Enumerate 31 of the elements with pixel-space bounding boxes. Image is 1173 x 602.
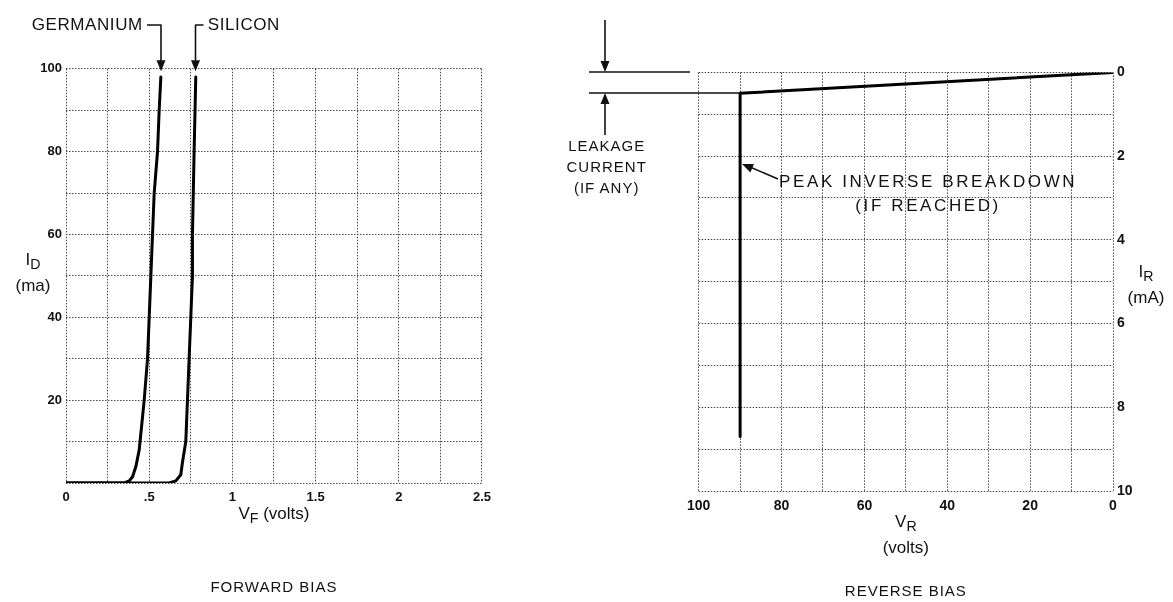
annotation: SILICON <box>207 13 280 36</box>
y-tick-label: 80 <box>47 143 62 159</box>
y-tick-label: 2 <box>1117 146 1125 163</box>
x-tick-label: 60 <box>856 496 873 513</box>
y-tick-label: 4 <box>1117 230 1125 247</box>
y-axis-title: I$_{D}$ (ma) <box>14 248 52 298</box>
y-axis-title: I$_{R}$ (mA) <box>1126 260 1166 310</box>
y-tick-label: 6 <box>1117 313 1125 330</box>
text: REVERSE BIAS <box>844 581 967 600</box>
x-axis-title: V$_{R}$ (volts) <box>881 510 930 559</box>
y-tick-label: 10 <box>1117 481 1133 498</box>
x-tick-label: 100 <box>687 496 711 513</box>
y-tick-label: 20 <box>47 391 62 407</box>
text: LEAKAGE CURRENT (IF ANY) <box>565 135 648 198</box>
x-tick-label: 2.5 <box>472 489 491 505</box>
x-tick-label: 1.5 <box>306 489 325 505</box>
x-tick-label: 20 <box>1022 496 1039 513</box>
y-tick-label: 60 <box>47 226 62 242</box>
x-tick-label: 1 <box>228 489 236 505</box>
x-tick-label: 80 <box>773 496 790 513</box>
y-tick-label: 0 <box>1117 62 1125 79</box>
x-axis-title: V$_{F}$ (volts) <box>238 503 310 529</box>
y-tick-label: 40 <box>47 308 62 324</box>
y-tick-label: 8 <box>1117 397 1125 414</box>
x-tick-label: 2 <box>395 489 403 505</box>
annotation: GERMANIUM <box>31 13 143 36</box>
annotation: PEAK INVERSE BREAKDOWN (IF REACHED) <box>778 171 1079 217</box>
y-tick-label: 100 <box>40 60 62 76</box>
x-tick-label: 40 <box>939 496 956 513</box>
text: FORWARD BIAS <box>210 578 338 596</box>
x-tick-label: .5 <box>143 489 155 505</box>
